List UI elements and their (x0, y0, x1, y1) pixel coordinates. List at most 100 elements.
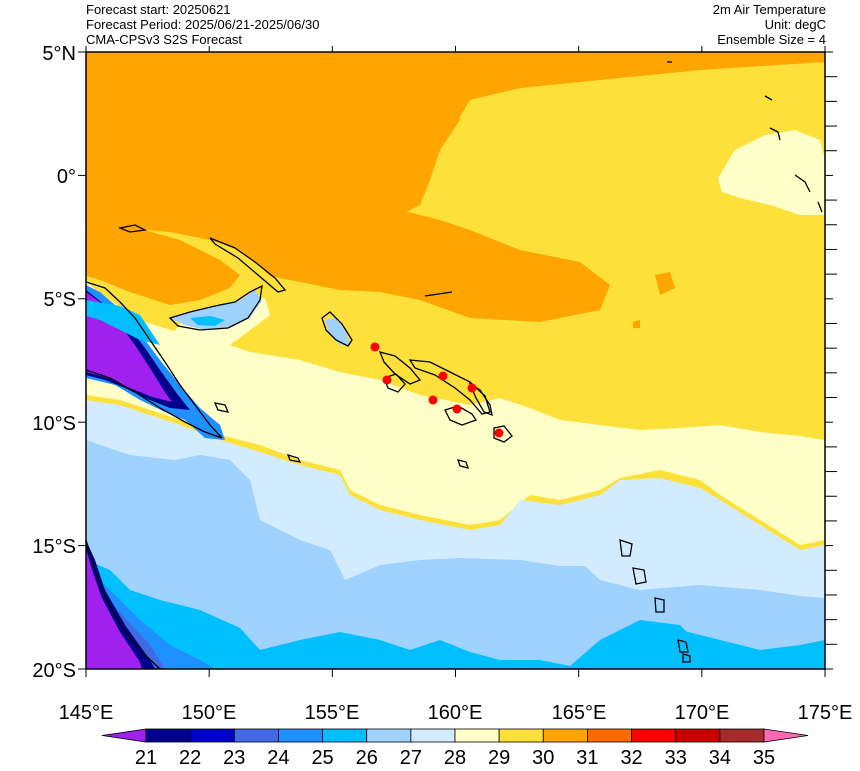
lat-labels: 5°N 0° 5°S 10°S 15°S 20°S (32, 43, 76, 682)
coast-islet-f (794, 174, 811, 193)
coast-espiritu (619, 539, 633, 557)
colorbar-box (410, 728, 456, 743)
lon-label: 155°E (305, 702, 360, 724)
colorbar-box (145, 728, 191, 743)
lat-label: 0° (57, 166, 76, 188)
colorbar-label: 27 (400, 747, 422, 769)
lat-label: 20°S (32, 660, 76, 682)
station-marker (370, 342, 380, 352)
colorbar-box (233, 728, 279, 743)
colorbar-label: 33 (665, 747, 687, 769)
coast-malaita (468, 382, 493, 417)
coast-islet-g (817, 201, 823, 213)
colorbar-min-triangle (101, 728, 147, 743)
colorbar-label: 34 (709, 747, 731, 769)
lon-label: 145°E (59, 702, 114, 724)
field-28-spot (612, 478, 700, 525)
lon-label: 165°E (552, 702, 607, 724)
lon-label: 170°E (675, 702, 730, 724)
colorbar-label: 23 (223, 747, 245, 769)
colorbar-label: 21 (135, 747, 157, 769)
coast-png-north (86, 281, 223, 439)
field-27-bougainville (325, 318, 350, 345)
coast-australia (86, 539, 161, 669)
station-marker (452, 404, 462, 414)
coast-makira (493, 425, 513, 443)
coastlines (86, 61, 823, 669)
colorbar-label: 32 (620, 747, 642, 769)
lat-label: 10°S (32, 413, 76, 435)
temperature-field (86, 52, 825, 669)
colorbar-label: 28 (444, 747, 466, 769)
colorbar-label: 24 (267, 747, 289, 769)
station-marker (428, 395, 438, 405)
coast-islet-c (424, 291, 453, 297)
lat-label: 15°S (32, 536, 76, 558)
colorbar-box (587, 728, 632, 743)
colorbar-label: 26 (356, 747, 378, 769)
colorbar-box (542, 728, 588, 743)
colorbar-box (719, 728, 765, 743)
coast-rennell (457, 459, 469, 469)
colorbar-label: 31 (576, 747, 598, 769)
lon-labels: 145°E 150°E 155°E 160°E 165°E 170°E 175°… (59, 702, 853, 724)
station-marker (382, 375, 392, 385)
lat-label: 5°N (42, 43, 76, 65)
colorbar-label: 30 (532, 747, 554, 769)
coast-choiseul (378, 351, 422, 385)
colorbar-label: 35 (753, 747, 775, 769)
field-26-b (600, 620, 700, 669)
coast-malekula (632, 567, 647, 585)
coast-new-ireland (209, 237, 287, 293)
station-markers (370, 342, 504, 438)
header-left: Forecast start: 20250621 Forecast Period… (86, 2, 319, 47)
field-26-png (86, 300, 160, 345)
model-text: CMA-CPSv3 S2S Forecast (86, 32, 243, 47)
coast-new-georgia (383, 373, 406, 393)
coast-manus (117, 224, 148, 233)
coast-islet-e (764, 95, 773, 101)
colorbar-box (366, 728, 412, 743)
coast-islet-d (769, 127, 781, 141)
coast-bougainville (321, 311, 353, 347)
station-marker (494, 428, 504, 438)
colorbar-label: 25 (311, 747, 333, 769)
coast-tanna (682, 653, 691, 663)
lon-label: 160°E (428, 702, 483, 724)
lat-label: 5°S (44, 289, 76, 311)
colorbar-box (631, 728, 677, 743)
field-27 (86, 440, 825, 669)
colorbar-box (675, 728, 721, 743)
coast-islet-b (213, 402, 230, 413)
colorbar-label: 29 (488, 747, 510, 769)
variable-text: 2m Air Temperature (712, 2, 826, 17)
colorbar-box (278, 728, 323, 743)
field-31-spot (655, 272, 675, 295)
lon-label: 175°E (798, 702, 853, 724)
field-26-newbritain (190, 316, 225, 326)
forecast-start-text: Forecast start: 20250621 (86, 2, 231, 17)
unit-text: Unit: degC (764, 17, 826, 32)
coast-erromango (677, 639, 689, 653)
lon-label: 150°E (182, 702, 237, 724)
header-right: 2m Air Temperature Unit: degC Ensemble S… (713, 2, 826, 47)
station-marker (467, 383, 477, 393)
forecast-period-text: Forecast Period: 2025/06/21-2025/06/30 (86, 17, 320, 32)
ensemble-text: Ensemble Size = 4 (717, 32, 826, 47)
colorbar-box (454, 728, 500, 743)
field-29-ne (718, 130, 825, 215)
station-marker (438, 371, 448, 381)
coast-efate (654, 597, 665, 613)
colorbar: 21 22 23 24 25 26 27 28 29 30 31 32 33 34 35 (101, 728, 809, 769)
field-31-sw (86, 226, 240, 305)
coast-png-south (86, 369, 223, 439)
colorbar-box (322, 728, 368, 743)
colorbar-label: 22 (179, 747, 201, 769)
colorbar-box (498, 728, 544, 743)
coast-islet-a (286, 453, 302, 463)
field-21-sw (86, 548, 142, 669)
field-31-spot2 (633, 320, 640, 328)
colorbar-max-triangle (763, 728, 809, 743)
coast-new-britain (168, 284, 263, 331)
